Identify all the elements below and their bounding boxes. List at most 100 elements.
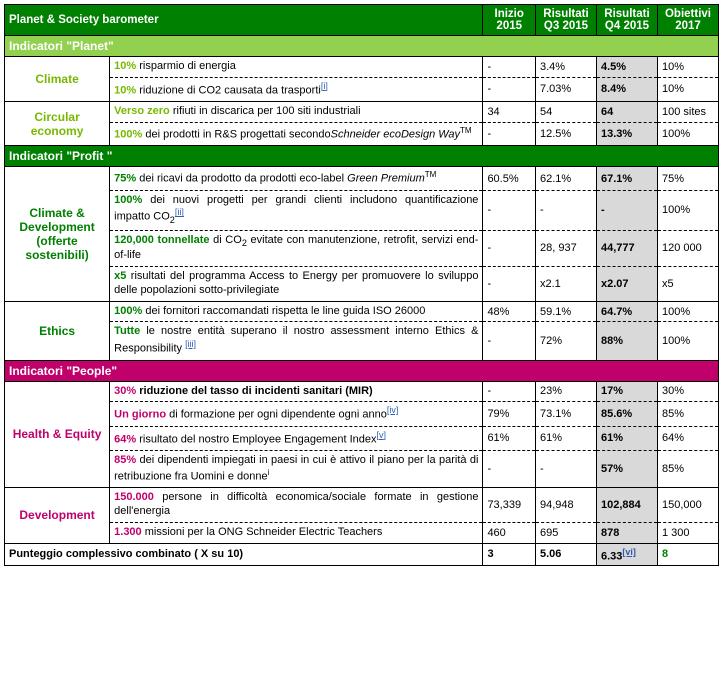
row-lead: 100%: [114, 305, 142, 317]
val-q3: 73.1%: [536, 402, 597, 426]
val-q3: -: [536, 190, 597, 230]
val-start: 61%: [483, 426, 536, 450]
desc-cell: 64% risultato del nostro Employee Engage…: [110, 426, 483, 450]
desc-cell: 100% dei fornitori raccomandati rispetta…: [110, 301, 483, 322]
val-start: -: [483, 267, 536, 302]
row-lead: 30%: [114, 385, 136, 397]
table-row: 10% riduzione di CO2 causata da trasport…: [5, 77, 719, 101]
table-row: x5 risultati del programma Access to Ene…: [5, 267, 719, 302]
row-lead: 75%: [114, 173, 136, 185]
val-q3: x2.1: [536, 267, 597, 302]
desc-cell: 100% dei prodotti in R&S progettati seco…: [110, 122, 483, 145]
row-body-i: Green Premium: [347, 173, 425, 185]
val-obj: 150,000: [657, 488, 718, 523]
footnote-ref[interactable]: [ii]: [175, 207, 184, 217]
desc-cell: 75% dei ricavi da prodotto da prodotti e…: [110, 167, 483, 190]
header-col-q3: Risultati Q3 2015: [536, 5, 597, 36]
val-obj: 85%: [657, 451, 718, 488]
val-start: -: [483, 451, 536, 488]
val-start: 48%: [483, 301, 536, 322]
row-body-a: di CO: [209, 234, 241, 246]
row-lead: Verso zero: [114, 105, 170, 117]
category-climate: Climate: [5, 57, 110, 102]
val-start: -: [483, 190, 536, 230]
category-ethics: Ethics: [5, 301, 110, 360]
tm-mark: TM: [425, 170, 437, 179]
footnote-ref[interactable]: [i]: [321, 81, 328, 91]
val-start: 34: [483, 102, 536, 123]
val-start: -: [483, 322, 536, 360]
val-q4: 61%: [596, 426, 657, 450]
val-q3: 62.1%: [536, 167, 597, 190]
val-q3: 54: [536, 102, 597, 123]
table-row: 1.300 missioni per la ONG Schneider Elec…: [5, 522, 719, 543]
table-row: Un giorno di formazione per ogni dipende…: [5, 402, 719, 426]
desc-cell: 150.000 persone in difficoltà economica/…: [110, 488, 483, 523]
row-body: rifiuti in discarica per 100 siti indust…: [170, 105, 361, 117]
val-obj: 100 sites: [657, 102, 718, 123]
val-start: -: [483, 57, 536, 78]
table-row: Ethics 100% dei fornitori raccomandati r…: [5, 301, 719, 322]
row-body-sup: i: [268, 468, 270, 477]
footnote-ref[interactable]: [iii]: [185, 339, 196, 349]
val-obj: 1 300: [657, 522, 718, 543]
tm-mark: TM: [460, 126, 472, 135]
header-col-obj: Obiettivi 2017: [657, 5, 718, 36]
table-row: 100% dei prodotti in R&S progettati seco…: [5, 122, 719, 145]
val-obj: 100%: [657, 301, 718, 322]
desc-cell: Un giorno di formazione per ogni dipende…: [110, 402, 483, 426]
val-q3: 61%: [536, 426, 597, 450]
row-body: missioni per la ONG Schneider Electric T…: [142, 526, 383, 538]
row-body: riduzione di CO2 causata da trasporti: [139, 84, 321, 96]
row-body: riduzione del tasso di incidenti sanitar…: [136, 385, 373, 397]
row-body: risparmio di energia: [139, 60, 236, 72]
val-start: 460: [483, 522, 536, 543]
row-body: di formazione per ogni dipendente ogni a…: [166, 409, 387, 421]
total-q3: 5.06: [536, 543, 597, 566]
footnote-ref[interactable]: [vi]: [622, 547, 636, 557]
val-obj: 10%: [657, 57, 718, 78]
header-col-start: Inizio 2015: [483, 5, 536, 36]
val-q4: 17%: [596, 381, 657, 402]
val-q4: 67.1%: [596, 167, 657, 190]
val-q3: 94,948: [536, 488, 597, 523]
val-obj: 64%: [657, 426, 718, 450]
total-q4: 6.33[vi]: [596, 543, 657, 566]
val-q4: 64.7%: [596, 301, 657, 322]
desc-cell: 10% riduzione di CO2 causata da trasport…: [110, 77, 483, 101]
val-q4: 878: [596, 522, 657, 543]
category-climate-development: Climate & Development(offerte sostenibil…: [5, 167, 110, 301]
val-obj: 75%: [657, 167, 718, 190]
footnote-ref[interactable]: [v]: [376, 430, 386, 440]
table-row: 100% dei nuovi progetti per grandi clien…: [5, 190, 719, 230]
row-lead: 100%: [114, 194, 142, 206]
row-lead: x5: [114, 270, 126, 282]
footnote-ref[interactable]: [iv]: [387, 405, 399, 415]
table-row: Climate 10% risparmio di energia - 3.4% …: [5, 57, 719, 78]
val-q4: 4.5%: [596, 57, 657, 78]
val-obj: 120 000: [657, 230, 718, 266]
total-label: Punteggio complessivo combinato ( X su 1…: [5, 543, 483, 566]
table-row: 64% risultato del nostro Employee Engage…: [5, 426, 719, 450]
total-row: Punteggio complessivo combinato ( X su 1…: [5, 543, 719, 566]
val-start: 73,339: [483, 488, 536, 523]
total-obj: 8: [657, 543, 718, 566]
table-row: Circular economy Verso zero rifiuti in d…: [5, 102, 719, 123]
header-col-q4: Risultati Q4 2015: [596, 5, 657, 36]
total-q4-val: 6.33: [601, 550, 622, 562]
row-body-a: dei ricavi da prodotto da prodotti eco-l…: [136, 173, 347, 185]
section-profit: Indicatori "Profit ": [5, 146, 719, 167]
desc-cell: 10% risparmio di energia: [110, 57, 483, 78]
header-row: Planet & Society barometer Inizio 2015 R…: [5, 5, 719, 36]
desc-cell: Verso zero rifiuti in discarica per 100 …: [110, 102, 483, 123]
row-body: persone in difficoltà economica/sociale …: [114, 491, 478, 517]
val-q3: 23%: [536, 381, 597, 402]
val-obj: x5: [657, 267, 718, 302]
section-planet: Indicatori "Planet": [5, 36, 719, 57]
val-q4: 88%: [596, 322, 657, 360]
category-circular: Circular economy: [5, 102, 110, 146]
category-health: Health & Equity: [5, 381, 110, 488]
row-body: dei fornitori raccomandati rispetta le l…: [142, 305, 425, 317]
val-obj: 100%: [657, 322, 718, 360]
val-q4: 85.6%: [596, 402, 657, 426]
